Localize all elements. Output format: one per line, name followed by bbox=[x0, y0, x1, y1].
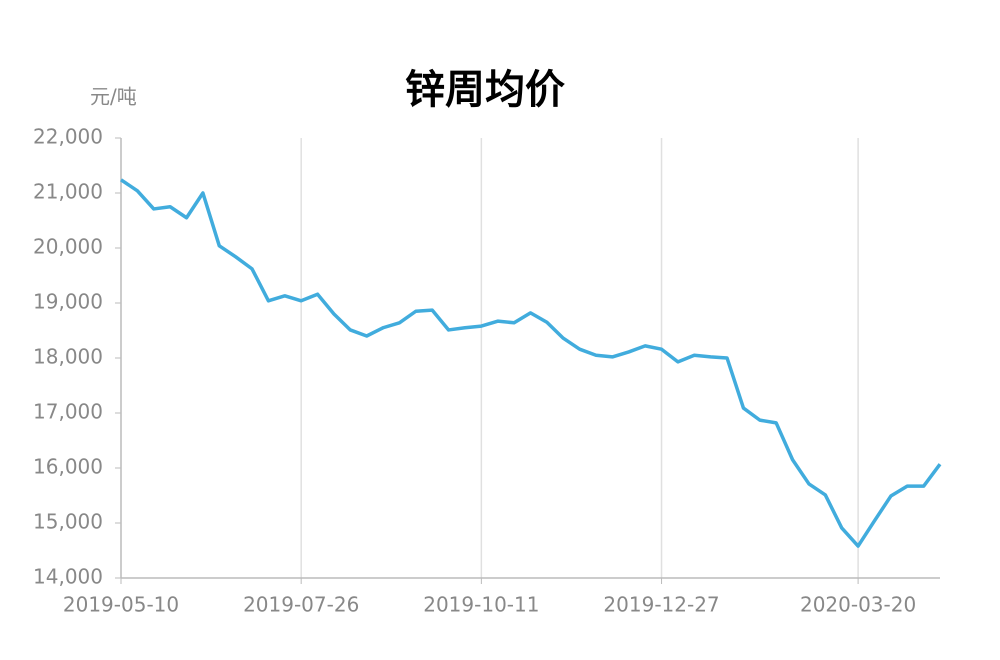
y-tick-label: 22,000 bbox=[33, 125, 103, 149]
y-tick-label: 15,000 bbox=[33, 510, 103, 534]
x-tick-label: 2019-12-27 bbox=[603, 593, 719, 617]
y-tick-label: 20,000 bbox=[33, 235, 103, 259]
y-tick-label: 14,000 bbox=[33, 565, 103, 589]
y-tick-label: 19,000 bbox=[33, 290, 103, 314]
y-tick-label: 17,000 bbox=[33, 400, 103, 424]
y-tick-label: 16,000 bbox=[33, 455, 103, 479]
x-tick-label: 2020-03-20 bbox=[800, 593, 916, 617]
x-tick-label: 2019-10-11 bbox=[423, 593, 539, 617]
y-tick-label: 18,000 bbox=[33, 345, 103, 369]
y-tick-label: 21,000 bbox=[33, 180, 103, 204]
y-unit: 元/吨 bbox=[90, 85, 137, 109]
data-line bbox=[120, 178, 942, 548]
chart-title: 锌周均价 bbox=[405, 67, 565, 113]
x-tick-label: 2019-05-10 bbox=[63, 593, 179, 617]
x-tick-label: 2019-07-26 bbox=[243, 593, 359, 617]
